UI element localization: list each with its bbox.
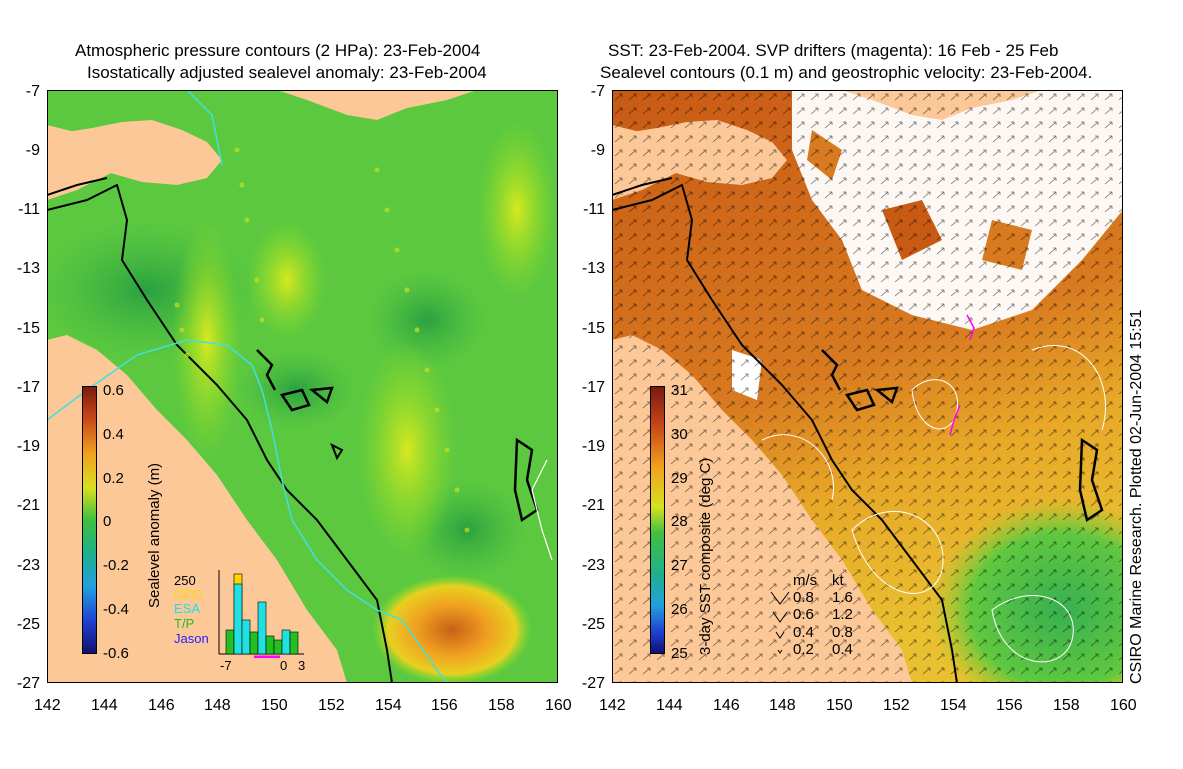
velocity-legend-ms: 0.6 <box>793 606 814 623</box>
right-ytick: -25 <box>581 616 605 633</box>
velocity-legend-header-ms: m/s <box>793 572 818 589</box>
right-colorbar-label: 3-day SST composite (deg C) <box>697 457 714 655</box>
velocity-legend-kt: 0.8 <box>832 624 853 641</box>
right-map-panel <box>612 90 1123 683</box>
right-cb-tick: 25 <box>671 645 688 662</box>
left-map-panel <box>47 90 558 683</box>
inset-ymax: 250 <box>174 573 196 588</box>
left-xtick: 148 <box>204 697 231 714</box>
left-ytick: -7 <box>25 83 40 100</box>
left-ytick: -11 <box>18 201 40 218</box>
left-cb-tick: 0.4 <box>103 426 124 443</box>
left-xtick: 156 <box>431 697 458 714</box>
right-cb-tick: 29 <box>671 470 688 487</box>
inset-legend-gfo: GFO <box>174 587 203 602</box>
right-ytick: -13 <box>581 260 605 277</box>
right-cb-tick: 26 <box>671 601 688 618</box>
left-cb-tick: 0.2 <box>103 470 124 487</box>
left-ytick: -13 <box>16 260 40 277</box>
right-xtick: 158 <box>1053 697 1080 714</box>
left-xtick: 146 <box>148 697 175 714</box>
right-xtick: 154 <box>940 697 967 714</box>
velocity-legend-arrows <box>770 591 790 654</box>
left-xtick: 152 <box>318 697 345 714</box>
left-ytick: -25 <box>16 616 40 633</box>
left-xtick: 160 <box>545 697 572 714</box>
left-title-line2: Isostatically adjusted sealevel anomaly:… <box>87 63 487 82</box>
left-xtick: 154 <box>375 697 402 714</box>
velocity-legend-kt: 0.4 <box>832 641 853 658</box>
left-ytick: -19 <box>16 438 40 455</box>
left-xtick: 142 <box>34 697 61 714</box>
inset-legend-esa: ESA <box>174 601 201 616</box>
left-xtick: 144 <box>91 697 118 714</box>
right-xtick: 142 <box>599 697 626 714</box>
right-xtick: 146 <box>713 697 740 714</box>
right-xtick: 160 <box>1110 697 1137 714</box>
left-title-line1: Atmospheric pressure contours (2 HPa): 2… <box>75 41 481 60</box>
right-xtick: 148 <box>769 697 796 714</box>
left-xtick: 150 <box>261 697 288 714</box>
credit-text: CSIRO Marine Research. Plotted 02-Jun-20… <box>1128 309 1145 684</box>
inset-legend-tp: T/P <box>174 616 195 631</box>
velocity-legend-ms: 0.8 <box>793 589 814 606</box>
right-title-line1: SST: 23-Feb-2004. SVP drifters (magenta)… <box>608 41 1059 60</box>
right-ytick: -17 <box>581 379 605 396</box>
right-ytick: -21 <box>581 497 605 514</box>
right-cb-tick: 31 <box>671 382 688 399</box>
velocity-legend-ms: 0.2 <box>793 641 814 658</box>
left-xtick: 158 <box>488 697 515 714</box>
right-colorbar <box>650 386 665 654</box>
right-xtick: 152 <box>883 697 910 714</box>
inset-legend-jason: Jason <box>174 631 209 646</box>
right-ytick: -27 <box>581 675 605 692</box>
right-ytick: -15 <box>581 320 605 337</box>
left-ytick: -15 <box>16 320 40 337</box>
inset-xtick: 0 <box>280 658 288 673</box>
right-cb-tick: 30 <box>671 426 688 443</box>
right-cb-tick: 28 <box>671 513 688 530</box>
velocity-legend-kt: 1.2 <box>832 606 853 623</box>
inset-xtick: 3 <box>298 658 306 673</box>
left-cb-tick: 0 <box>103 513 112 530</box>
right-ytick: -7 <box>590 83 605 100</box>
left-ytick: -27 <box>16 675 40 692</box>
left-cb-tick: 0.6 <box>103 382 124 399</box>
right-ytick: -23 <box>581 557 605 574</box>
left-ytick: -9 <box>25 142 40 159</box>
right-title-line2: Sealevel contours (0.1 m) and geostrophi… <box>600 63 1093 82</box>
right-ytick: -9 <box>590 142 605 159</box>
left-ytick: -21 <box>16 497 40 514</box>
right-xtick: 144 <box>656 697 683 714</box>
velocity-legend-kt: 1.6 <box>832 589 853 606</box>
velocity-legend-ms: 0.4 <box>793 624 814 641</box>
right-ytick: -19 <box>581 438 605 455</box>
left-colorbar <box>82 386 97 654</box>
right-xtick: 156 <box>996 697 1023 714</box>
left-cb-tick: -0.4 <box>103 601 129 618</box>
left-colorbar-label: Sealevel anomaly (m) <box>146 462 163 608</box>
inset-xtick: -7 <box>220 658 232 673</box>
right-xtick: 150 <box>826 697 853 714</box>
velocity-legend-header-kt: kt <box>832 572 844 589</box>
inset-histogram <box>218 570 304 658</box>
left-ytick: -23 <box>16 557 40 574</box>
right-ytick: -11 <box>583 201 605 218</box>
left-cb-tick: -0.6 <box>103 645 129 662</box>
left-cb-tick: -0.2 <box>103 557 129 574</box>
left-ytick: -17 <box>16 379 40 396</box>
right-cb-tick: 27 <box>671 557 688 574</box>
